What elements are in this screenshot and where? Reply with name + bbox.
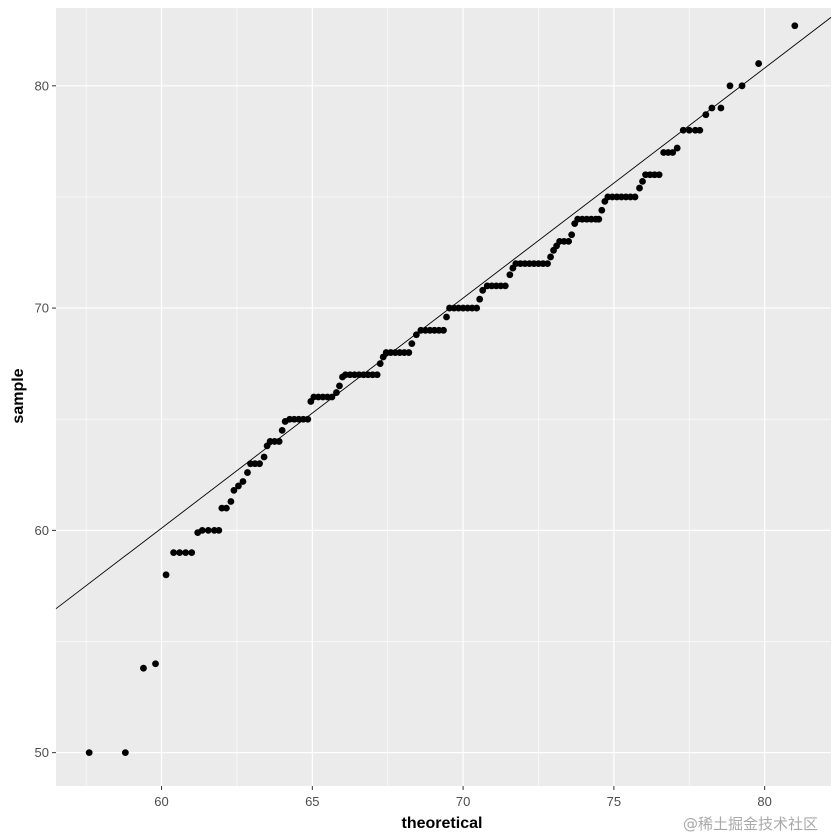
data-point (336, 382, 343, 390)
data-points (85, 22, 799, 757)
data-point (702, 111, 710, 119)
data-point (696, 126, 704, 134)
data-point (230, 486, 238, 494)
data-point (215, 526, 223, 534)
data-point (738, 82, 746, 90)
data-point (227, 498, 235, 505)
data-point (501, 282, 509, 290)
y-tick-label: 60 (35, 523, 49, 538)
data-point (239, 478, 247, 485)
data-point (565, 238, 573, 245)
x-tick-label: 65 (305, 794, 319, 809)
y-tick-label: 70 (35, 301, 49, 316)
data-point (568, 231, 576, 239)
data-point (673, 144, 681, 152)
data-point (598, 206, 606, 214)
data-point (631, 193, 639, 201)
data-point (275, 438, 283, 445)
data-point (408, 340, 416, 348)
x-axis-ticks: 60 65 70 75 80 (154, 786, 772, 809)
data-point (256, 460, 263, 468)
data-point (333, 389, 340, 396)
data-point (595, 215, 603, 223)
data-point (717, 104, 725, 112)
y-tick-label: 80 (35, 78, 49, 93)
data-point (244, 469, 251, 476)
data-point (162, 571, 170, 579)
data-point (544, 260, 551, 268)
data-point (655, 171, 663, 179)
x-axis-title: theoretical (402, 815, 483, 832)
x-tick-label: 80 (757, 794, 771, 809)
data-point (506, 271, 514, 279)
data-point (170, 549, 178, 556)
data-point (85, 749, 93, 757)
data-point (479, 286, 487, 294)
data-point (140, 664, 147, 672)
data-point (176, 549, 184, 556)
data-point (304, 415, 312, 423)
data-point (260, 453, 268, 461)
data-point (373, 371, 381, 379)
y-axis-ticks: 50 60 70 80 (35, 78, 56, 760)
data-point (152, 660, 159, 668)
data-point (188, 549, 196, 556)
x-tick-label: 75 (607, 794, 621, 809)
data-point (547, 253, 554, 261)
data-point (278, 426, 286, 434)
data-point (440, 326, 447, 334)
data-point (235, 482, 242, 490)
data-point (755, 60, 763, 67)
data-point (473, 304, 481, 312)
y-tick-label: 50 (35, 745, 49, 760)
data-point (708, 104, 716, 112)
data-point (198, 526, 206, 534)
data-point (669, 149, 677, 156)
data-point (412, 331, 420, 339)
x-tick-label: 70 (456, 794, 470, 809)
minor-gridlines (56, 8, 831, 786)
reference-line (55, 17, 832, 610)
data-point (376, 360, 384, 368)
data-point (204, 526, 212, 534)
x-tick-label: 60 (154, 794, 168, 809)
data-point (405, 349, 413, 356)
watermark-text: @稀土掘金技术社区 (682, 815, 818, 833)
data-point (636, 184, 643, 192)
y-axis-title: sample (10, 368, 27, 423)
plot-panel (56, 8, 831, 786)
data-point (443, 313, 450, 321)
data-point (328, 393, 336, 401)
data-point (679, 126, 687, 134)
major-gridlines (56, 8, 831, 786)
data-point (726, 82, 734, 90)
data-point (791, 22, 799, 30)
data-point (476, 295, 484, 303)
data-point (222, 504, 230, 512)
data-point (182, 549, 190, 556)
data-point (685, 126, 693, 134)
data-point (639, 177, 646, 185)
data-point (121, 749, 129, 757)
